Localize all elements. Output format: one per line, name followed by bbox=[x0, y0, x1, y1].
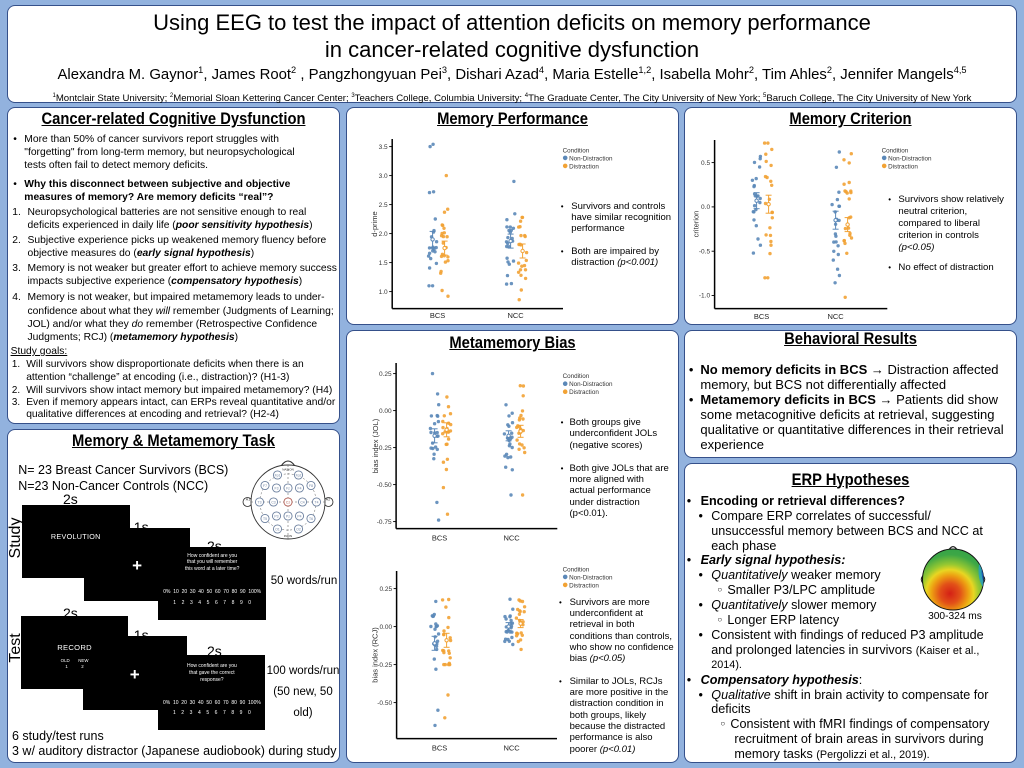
svg-text:-0.25: -0.25 bbox=[377, 445, 392, 452]
svg-text:-0.25: -0.25 bbox=[378, 662, 393, 669]
svg-text:1.0: 1.0 bbox=[379, 289, 388, 296]
svg-text:T6: T6 bbox=[309, 517, 313, 521]
svg-text:NCC: NCC bbox=[828, 312, 845, 321]
svg-text:A1: A1 bbox=[246, 498, 250, 502]
svg-text:0.25: 0.25 bbox=[380, 586, 393, 593]
svg-text:1.5: 1.5 bbox=[379, 260, 388, 267]
svg-text:0.0: 0.0 bbox=[701, 204, 710, 211]
svg-text:bias index (RCJ): bias index (RCJ) bbox=[371, 627, 380, 683]
svg-text:NASION: NASION bbox=[283, 468, 295, 472]
svg-text:INION: INION bbox=[284, 534, 292, 538]
svg-text:0.25: 0.25 bbox=[379, 371, 392, 378]
svg-text:F7: F7 bbox=[263, 484, 267, 488]
svg-text:criterion: criterion bbox=[692, 211, 701, 238]
svg-text:-0.75: -0.75 bbox=[377, 519, 392, 526]
svg-text:Non-Distraction: Non-Distraction bbox=[569, 575, 613, 582]
svg-text:3.0: 3.0 bbox=[379, 173, 388, 180]
svg-text:Fz: Fz bbox=[287, 487, 291, 491]
svg-text:A2: A2 bbox=[326, 498, 330, 502]
svg-text:2.0: 2.0 bbox=[379, 231, 388, 238]
svg-text:d-prime: d-prime bbox=[370, 212, 379, 237]
svg-text:P4: P4 bbox=[298, 515, 302, 519]
svg-text:Non-Distraction: Non-Distraction bbox=[569, 156, 613, 163]
svg-text:Distraction: Distraction bbox=[569, 389, 599, 396]
svg-text:-0.5: -0.5 bbox=[699, 249, 711, 256]
svg-text:C3: C3 bbox=[272, 501, 276, 505]
svg-text:0.00: 0.00 bbox=[379, 408, 392, 415]
svg-text:C4: C4 bbox=[301, 501, 305, 505]
svg-text:T4: T4 bbox=[315, 501, 319, 505]
svg-text:P3: P3 bbox=[275, 515, 279, 519]
svg-text:Fp2: Fp2 bbox=[296, 474, 302, 478]
svg-text:NCC: NCC bbox=[508, 311, 525, 320]
svg-text:-1.0: -1.0 bbox=[699, 293, 711, 300]
svg-text:BCS: BCS bbox=[430, 311, 445, 320]
svg-text:2.5: 2.5 bbox=[379, 202, 388, 209]
svg-text:Condition: Condition bbox=[563, 148, 590, 155]
svg-text:3.5: 3.5 bbox=[379, 144, 388, 151]
svg-text:BCS: BCS bbox=[432, 744, 447, 753]
svg-text:Condition: Condition bbox=[563, 373, 590, 380]
svg-text:0.00: 0.00 bbox=[380, 624, 393, 631]
svg-text:-0.50: -0.50 bbox=[378, 700, 393, 707]
svg-text:bias index (JOL): bias index (JOL) bbox=[371, 419, 380, 474]
svg-text:F8: F8 bbox=[309, 484, 313, 488]
svg-text:Non-Distraction: Non-Distraction bbox=[888, 156, 932, 163]
svg-text:NCC: NCC bbox=[504, 744, 521, 753]
svg-text:T3: T3 bbox=[258, 501, 262, 505]
svg-text:Cz: Cz bbox=[286, 501, 290, 505]
svg-text:Fp1: Fp1 bbox=[275, 474, 281, 478]
svg-text:O1: O1 bbox=[276, 528, 281, 532]
svg-text:Condition: Condition bbox=[882, 148, 909, 155]
svg-text:F3: F3 bbox=[275, 487, 279, 491]
svg-text:O2: O2 bbox=[297, 528, 302, 532]
svg-text:BCS: BCS bbox=[432, 534, 447, 543]
svg-text:BCS: BCS bbox=[754, 312, 769, 321]
svg-text:Distraction: Distraction bbox=[888, 164, 918, 171]
svg-text:-0.50: -0.50 bbox=[377, 482, 392, 489]
svg-text:F4: F4 bbox=[298, 487, 302, 491]
svg-text:T5: T5 bbox=[263, 517, 267, 521]
svg-text:Distraction: Distraction bbox=[569, 164, 599, 171]
svg-text:Condition: Condition bbox=[563, 567, 590, 574]
svg-text:Pz: Pz bbox=[286, 515, 290, 519]
svg-text:NCC: NCC bbox=[504, 534, 521, 543]
svg-text:Non-Distraction: Non-Distraction bbox=[569, 381, 613, 388]
svg-text:0.5: 0.5 bbox=[701, 160, 710, 167]
svg-text:Distraction: Distraction bbox=[569, 583, 599, 590]
